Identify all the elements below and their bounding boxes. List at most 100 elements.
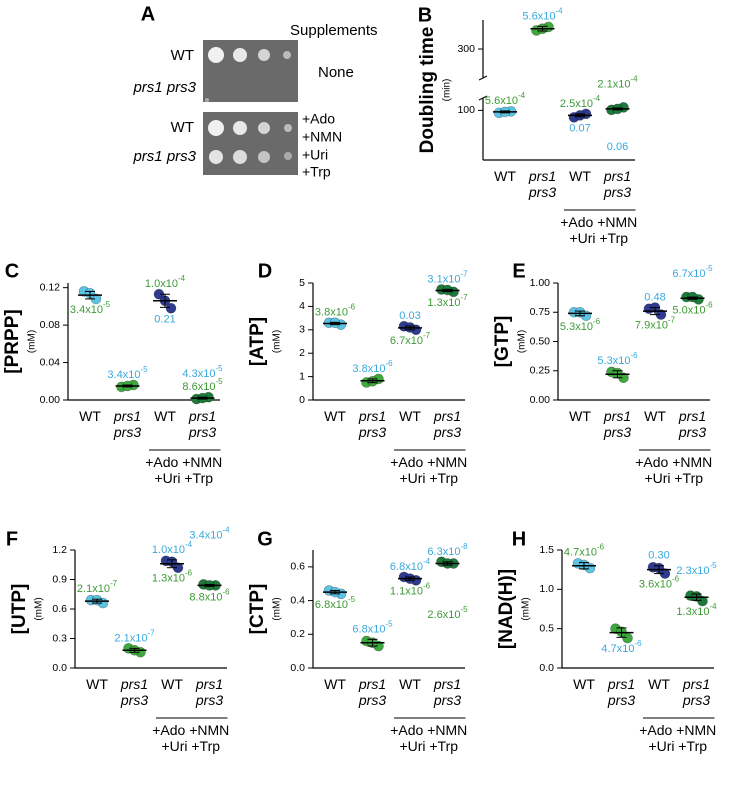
p-value: 3.4x10-5 — [70, 300, 111, 316]
p-value: 1.3x10-7 — [427, 293, 468, 309]
y-tick-label: 0.5 — [539, 622, 554, 634]
x-tick-label: prs1 prs3 — [120, 676, 149, 708]
p-value-text: 8.6x10 — [182, 381, 215, 393]
p-value: 0.06 — [607, 141, 628, 153]
p-value-exponent: -6 — [630, 351, 638, 360]
y-tick-label: 1 — [299, 370, 305, 382]
y-tick-label: 0.0 — [52, 662, 67, 674]
p-value-text: 5.6x10 — [485, 95, 518, 107]
y-tick-label: 0.25 — [530, 365, 551, 377]
x-tick-label-box: prs1 prs3 — [358, 408, 387, 440]
p-value-text: 0.06 — [607, 141, 628, 153]
y-axis-title: [PRPP] — [2, 309, 23, 373]
p-value-text: 6.8x10 — [315, 599, 348, 611]
group-label-box: +Ado +NMN +Uri +Trp — [152, 722, 229, 754]
p-value-text: 3.4x10 — [107, 369, 140, 381]
supplement: +NMN — [302, 129, 342, 145]
p-value: 6.8x10-5 — [352, 619, 393, 635]
group-label: +Ado +NMN +Uri +Trp — [390, 454, 468, 486]
p-value-exponent: -6 — [423, 581, 431, 590]
p-value: 1.0x10-4 — [152, 540, 193, 556]
x-tick-label: WT — [161, 676, 183, 692]
p-value-exponent: -8 — [460, 542, 468, 551]
spot — [258, 49, 270, 61]
x-tick-label: prs1 prs3 — [113, 408, 142, 440]
p-value: 0.07 — [569, 122, 590, 134]
x-tick-label-box: WT — [161, 676, 183, 692]
x-tick-label: WT — [324, 408, 346, 424]
p-value: 0.48 — [644, 291, 665, 303]
p-value: 6.8x10-4 — [390, 557, 431, 573]
p-value: 0.30 — [648, 550, 669, 562]
x-tick-label-box: prs1 prs3 — [607, 676, 636, 708]
spot — [208, 120, 224, 136]
x-tick-label: WT — [494, 168, 516, 184]
y-tick-label: 1.00 — [530, 277, 551, 289]
p-value-exponent: -6 — [348, 302, 356, 311]
x-tick-label-box: WT — [324, 408, 346, 424]
p-value-text: 2.1x10 — [597, 78, 630, 90]
p-value: 2.1x10-4 — [597, 75, 638, 91]
p-value-text: 5.0x10 — [672, 304, 705, 316]
y-tick-label: 4 — [299, 300, 305, 312]
p-value-exponent: -4 — [630, 75, 638, 84]
p-value-exponent: -6 — [672, 575, 680, 584]
panel-letter: B — [418, 4, 432, 26]
p-value-text: 0.30 — [648, 550, 669, 562]
spot — [233, 150, 247, 164]
group-label: +Ado +NMN +Uri +Trp — [390, 722, 468, 754]
x-tick-label-box: prs1 prs3 — [604, 408, 631, 440]
y-tick-label: 0.6 — [52, 603, 67, 615]
strain: WT — [171, 119, 194, 136]
p-value-text: 2.3x10 — [676, 565, 709, 577]
y-tick-label: 0.08 — [40, 319, 61, 331]
p-value: 2.3x10-5 — [676, 561, 717, 577]
p-value: 2.1x10-7 — [77, 579, 118, 595]
p-value-text: 1.0x10 — [145, 278, 178, 290]
y-axis-title: Doubling time — [417, 27, 438, 154]
p-value-exponent: -5 — [385, 619, 393, 628]
x-tick-label: prs1 prs3 — [678, 408, 707, 440]
x-tick-label-box: WT — [644, 408, 666, 424]
axis-break — [478, 95, 488, 101]
x-tick-label-box: prs1 prs3 — [683, 676, 710, 708]
p-value-exponent: -4 — [178, 274, 186, 283]
p-value: 3.4x10-5 — [107, 365, 148, 381]
p-value-exponent: -7 — [460, 293, 468, 302]
x-tick-label: prs1 prs3 — [358, 408, 387, 440]
panel-letter: H — [512, 528, 526, 550]
spot — [208, 47, 224, 63]
x-tick-label-box: prs1 prs3 — [434, 408, 461, 440]
spot — [283, 51, 291, 59]
p-value-exponent: -7 — [147, 628, 155, 637]
group-label: +Ado +NMN +Uri +Trp — [635, 454, 713, 486]
x-tick-label-box: prs1 prs3 — [113, 408, 142, 440]
x-tick-label: prs1 prs3 — [607, 676, 636, 708]
y-tick-label: 100 — [457, 104, 475, 116]
spot — [284, 124, 292, 132]
panel-letter: G — [257, 528, 273, 550]
y-axis-title: [GTP] — [492, 316, 513, 368]
y-tick-label: 1.2 — [52, 544, 67, 556]
p-value: 7.9x10-7 — [635, 316, 676, 332]
p-value: 5.6x10-4 — [522, 6, 563, 22]
x-tick-label: WT — [648, 676, 670, 692]
x-tick-label: prs1 prs3 — [528, 168, 557, 200]
p-value: 4.3x10-5 — [182, 364, 223, 380]
y-tick-label: 0.3 — [52, 632, 67, 644]
p-value-text: 0.21 — [154, 313, 175, 325]
axis-break — [478, 75, 488, 81]
y-tick-label: 0.00 — [40, 394, 61, 406]
group-label-box: +Ado +NMN +Uri +Trp — [635, 454, 713, 486]
panel-letter: A — [141, 3, 155, 25]
p-value-exponent: -4 — [423, 557, 431, 566]
y-axis-title: [UTP] — [9, 584, 30, 635]
p-value-text: 4.3x10 — [182, 368, 215, 380]
p-value-text: 1.3x10 — [152, 573, 185, 585]
x-tick-label-box: WT — [648, 676, 670, 692]
p-value-text: 1.1x10 — [390, 585, 423, 597]
x-tick-label: prs1 prs3 — [433, 676, 462, 708]
y-tick-label: 0.00 — [530, 394, 551, 406]
y-tick-label: 0 — [299, 394, 305, 406]
p-value-text: 7.9x10 — [635, 319, 668, 331]
